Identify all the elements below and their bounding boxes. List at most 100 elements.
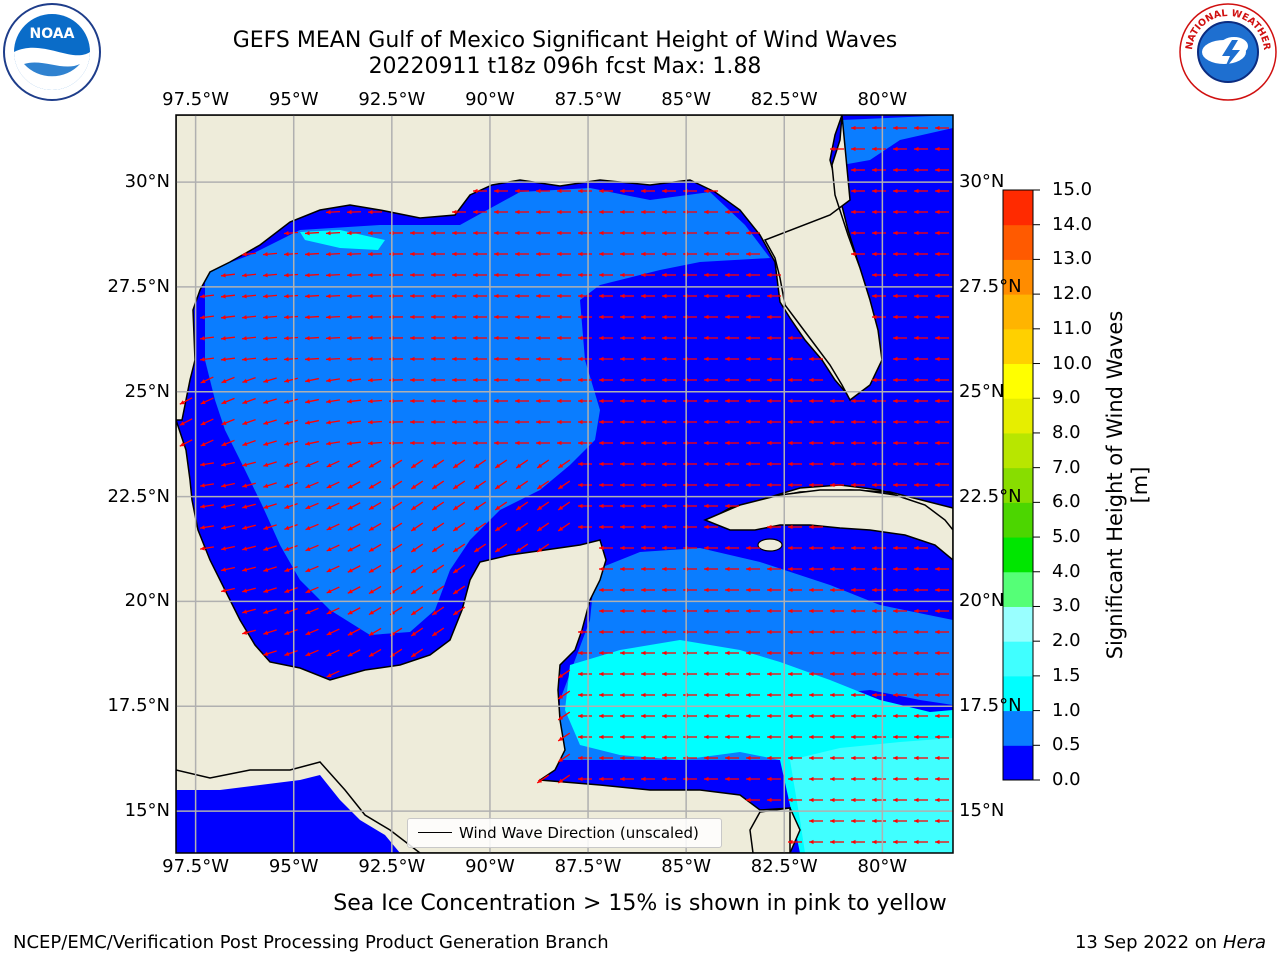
wind-arrow (872, 608, 886, 614)
wind-arrow (578, 461, 592, 467)
colorbar-segment-12 (1003, 328, 1033, 365)
wind-arrow (368, 564, 382, 574)
noaa-logo-text: NOAA (30, 26, 75, 42)
wind-arrow (914, 314, 928, 320)
wind-arrow (893, 209, 907, 215)
wind-arrow (935, 797, 949, 803)
wind-arrow (599, 713, 613, 719)
colorbar-segment-6 (1003, 537, 1033, 573)
wind-arrow (368, 480, 382, 490)
wind-arrow (935, 209, 949, 215)
wind-arrow (935, 293, 949, 299)
wind-arrow (725, 209, 739, 215)
wind-arrow (788, 755, 802, 761)
wind-arrow (473, 459, 487, 469)
wind-arrow (641, 209, 655, 215)
wind-arrow (452, 356, 466, 362)
wind-arrow (725, 356, 739, 362)
wind-arrow (578, 398, 592, 404)
wind-arrow (935, 713, 949, 719)
wind-arrow (620, 629, 634, 635)
wind-arrow (578, 272, 592, 278)
wind-arrow (641, 566, 655, 572)
wind-arrow (893, 545, 907, 551)
wind-arrow (872, 650, 886, 656)
wind-arrow (283, 357, 299, 362)
land-cuba-body (703, 489, 953, 561)
wind-arrow (746, 671, 760, 677)
wind-arrow (494, 356, 508, 362)
wind-arrow (452, 209, 466, 215)
wind-arrow (431, 543, 445, 553)
wind-arrow (557, 272, 571, 278)
wind-arrow (872, 671, 886, 677)
wind-arrow (914, 650, 928, 656)
wind-arrow (557, 398, 571, 404)
wind-arrow (872, 482, 886, 488)
wind-arrow (241, 252, 257, 257)
wind-arrow (935, 419, 949, 425)
wind-arrow (872, 755, 886, 761)
wind-arrow (262, 315, 278, 320)
wind-arrow (809, 671, 823, 677)
wind-arrow (452, 543, 466, 553)
wind-arrow (620, 671, 634, 677)
wind-arrow (494, 230, 508, 236)
wind-arrow (851, 398, 865, 404)
wind-arrow (304, 356, 320, 362)
wind-arrow (346, 209, 362, 215)
wind-arrow (767, 650, 781, 656)
wind-arrow (557, 753, 571, 763)
wind-arrow (200, 418, 214, 426)
wind-arrow (851, 797, 865, 803)
wind-arrow (746, 251, 760, 257)
wind-arrow (599, 755, 613, 761)
wind-arrow (914, 272, 928, 278)
wind-arrow (641, 629, 655, 635)
wind-arrow (725, 734, 739, 740)
wind-arrow (242, 545, 256, 551)
wind-arrow (788, 545, 802, 551)
wind-arrow (347, 481, 361, 489)
colorbar-segment-5 (1003, 571, 1033, 607)
colorbar-tick-16: 14.0 (1052, 213, 1093, 235)
wind-arrow (241, 294, 257, 299)
gridlines (176, 115, 953, 853)
wind-arrow (788, 440, 802, 446)
wind-arrow (304, 314, 320, 320)
wind-arrow (830, 545, 844, 551)
wind-arrow (662, 398, 676, 404)
x-tick-top-6: 82.5°W (750, 89, 818, 110)
wind-arrow (851, 755, 865, 761)
wind-arrow (914, 167, 928, 173)
wave-band-1.5-2.0-caribbean (790, 738, 953, 853)
wind-arrow (221, 503, 235, 509)
wind-arrow (935, 356, 949, 362)
wind-arrow (536, 251, 550, 257)
wind-arrow (199, 315, 215, 320)
wind-arrow (410, 272, 424, 278)
wind-arrow (347, 523, 361, 531)
wind-arrow (325, 272, 341, 278)
wind-arrow (557, 188, 571, 194)
wind-arrow (704, 440, 718, 446)
wind-arrow (893, 356, 907, 362)
wind-arrow (304, 230, 320, 236)
wind-arrow (704, 377, 718, 383)
wind-arrow (494, 543, 508, 553)
map-frame (175, 114, 954, 854)
wind-arrow (578, 440, 592, 446)
wind-arrow (851, 146, 865, 152)
wind-arrow (473, 188, 487, 194)
wind-arrow (767, 797, 781, 803)
wind-arrow (263, 482, 277, 488)
wind-arrow (851, 734, 865, 740)
y-tick-left-2: 20°N (124, 590, 170, 612)
wind-arrow (410, 293, 424, 299)
wind-arrow (914, 671, 928, 677)
wind-arrow (179, 439, 193, 447)
wind-arrow (788, 692, 802, 698)
wind-arrow (893, 713, 907, 719)
wind-arrow (494, 188, 508, 194)
wind-arrow (326, 649, 340, 657)
